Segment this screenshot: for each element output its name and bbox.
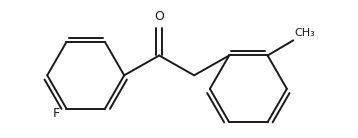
Text: F: F <box>52 107 59 120</box>
Text: O: O <box>154 10 164 23</box>
Text: CH₃: CH₃ <box>294 28 315 38</box>
